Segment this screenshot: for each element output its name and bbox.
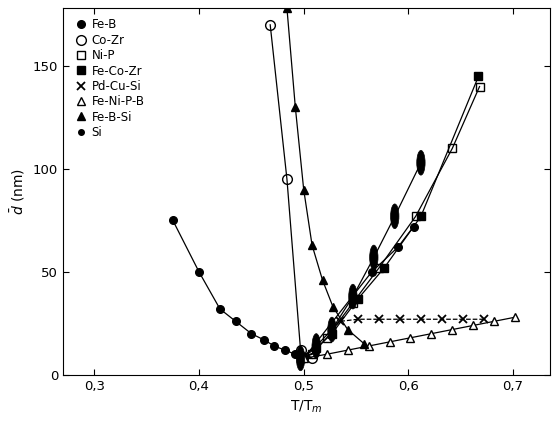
- Fe-B: [292, 352, 299, 357]
- Fe-Ni-P-B: [449, 327, 456, 332]
- Fe-B-Si: [283, 6, 290, 11]
- Legend: Fe-B, Co-Zr, Ni-P, Fe-Co-Zr, Pd-Cu-Si, Fe-Ni-P-B, Fe-B-Si, Si: Fe-B, Co-Zr, Ni-P, Fe-Co-Zr, Pd-Cu-Si, F…: [74, 16, 147, 141]
- Fe-B: [217, 306, 223, 311]
- Fe-Co-Zr: [297, 356, 304, 361]
- Fe-B-Si: [319, 277, 326, 283]
- Ellipse shape: [349, 284, 357, 309]
- Line: Fe-Co-Zr: Fe-Co-Zr: [296, 72, 483, 363]
- Line: Co-Zr: Co-Zr: [266, 20, 317, 363]
- Fe-B: [232, 319, 239, 324]
- Fe-B: [395, 244, 401, 250]
- Fe-Co-Zr: [355, 296, 362, 301]
- Pd-Cu-Si: [397, 317, 403, 322]
- Fe-Ni-P-B: [386, 339, 393, 344]
- Fe-Ni-P-B: [300, 356, 307, 361]
- Fe-B-Si: [292, 104, 299, 110]
- Pd-Cu-Si: [376, 317, 382, 322]
- Fe-Ni-P-B: [512, 315, 518, 320]
- Fe-B: [368, 269, 375, 275]
- Fe-Co-Zr: [329, 331, 335, 336]
- Fe-Co-Zr: [381, 265, 388, 270]
- Ni-P: [376, 265, 382, 270]
- Line: Fe-B: Fe-B: [169, 217, 417, 362]
- Fe-Co-Zr: [313, 346, 320, 351]
- Fe-B-Si: [361, 341, 368, 346]
- Co-Zr: [309, 356, 315, 361]
- Fe-Ni-P-B: [491, 319, 498, 324]
- Co-Zr: [297, 348, 304, 353]
- Pd-Cu-Si: [417, 317, 424, 322]
- Fe-B-Si: [300, 187, 307, 192]
- X-axis label: T/T$_m$: T/T$_m$: [290, 398, 323, 415]
- Co-Zr: [283, 177, 290, 182]
- Ni-P: [476, 84, 483, 89]
- Fe-B-Si: [309, 242, 315, 247]
- Line: Fe-B-Si: Fe-B-Si: [283, 4, 369, 348]
- Co-Zr: [267, 22, 273, 27]
- Fe-Ni-P-B: [324, 352, 330, 357]
- Ellipse shape: [312, 334, 320, 358]
- Fe-Co-Zr: [417, 214, 424, 219]
- Line: Fe-Ni-P-B: Fe-Ni-P-B: [300, 313, 519, 363]
- Ellipse shape: [369, 245, 378, 270]
- Fe-B: [248, 331, 254, 336]
- Fe-B: [281, 348, 288, 353]
- Fe-Ni-P-B: [470, 323, 477, 328]
- Ellipse shape: [417, 151, 425, 175]
- Fe-B: [170, 218, 176, 223]
- Ellipse shape: [328, 317, 336, 342]
- Fe-B: [300, 356, 307, 361]
- Pd-Cu-Si: [337, 319, 344, 324]
- Pd-Cu-Si: [459, 317, 466, 322]
- Fe-B-Si: [330, 305, 336, 310]
- Pd-Cu-Si: [355, 317, 362, 322]
- Fe-B-Si: [344, 327, 351, 332]
- Y-axis label: $\bar{d}$ (nm): $\bar{d}$ (nm): [8, 168, 27, 215]
- Ni-P: [412, 214, 419, 219]
- Ni-P: [349, 300, 356, 305]
- Fe-Co-Zr: [475, 74, 482, 79]
- Fe-Ni-P-B: [407, 335, 414, 341]
- Ni-P: [297, 356, 304, 361]
- Ni-P: [449, 146, 456, 151]
- Line: Pd-Cu-Si: Pd-Cu-Si: [336, 315, 488, 325]
- Fe-Ni-P-B: [365, 343, 372, 349]
- Ellipse shape: [391, 204, 399, 229]
- Fe-B: [271, 343, 278, 349]
- Fe-B: [196, 269, 203, 275]
- Ni-P: [309, 352, 315, 357]
- Line: Ni-P: Ni-P: [296, 82, 484, 363]
- Ni-P: [324, 335, 330, 341]
- Pd-Cu-Si: [439, 317, 445, 322]
- Fe-B: [410, 224, 417, 229]
- Fe-B: [261, 337, 267, 342]
- Fe-Ni-P-B: [344, 348, 351, 353]
- Ellipse shape: [296, 346, 305, 371]
- Fe-Ni-P-B: [428, 331, 435, 336]
- Pd-Cu-Si: [480, 317, 487, 322]
